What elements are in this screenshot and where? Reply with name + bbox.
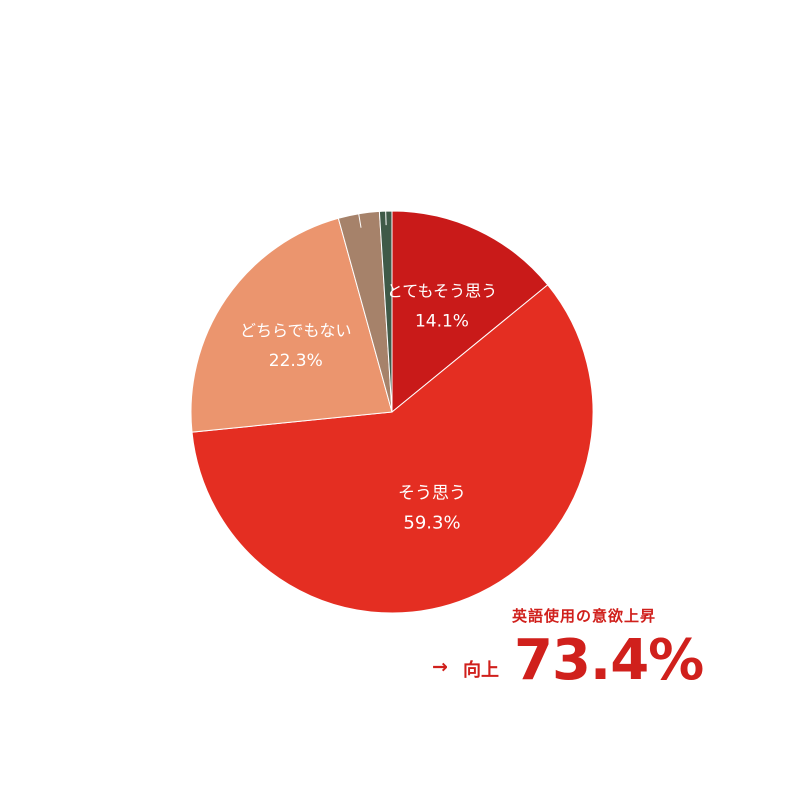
slice-value-0: 14.1% bbox=[415, 312, 469, 332]
callout-word: 向上 bbox=[463, 660, 499, 681]
arrow-icon: → bbox=[432, 656, 448, 678]
slice-value-2: 22.3% bbox=[269, 351, 323, 371]
slice-label-1: そう思う bbox=[398, 484, 466, 504]
pie-slice-2 bbox=[190, 217, 393, 433]
slice-value-1: 59.3% bbox=[403, 513, 460, 534]
pie-slice-1 bbox=[191, 284, 594, 614]
slice-label-0: とてもそう思う bbox=[387, 282, 497, 301]
pie-slice-0 bbox=[391, 210, 549, 414]
leader-line-3 bbox=[358, 213, 362, 228]
callout-caption: 英語使用の意欲上昇 bbox=[512, 607, 657, 625]
callout-percent: 73.4% bbox=[514, 628, 704, 693]
slice-label-2: どちらでもない bbox=[240, 321, 352, 340]
